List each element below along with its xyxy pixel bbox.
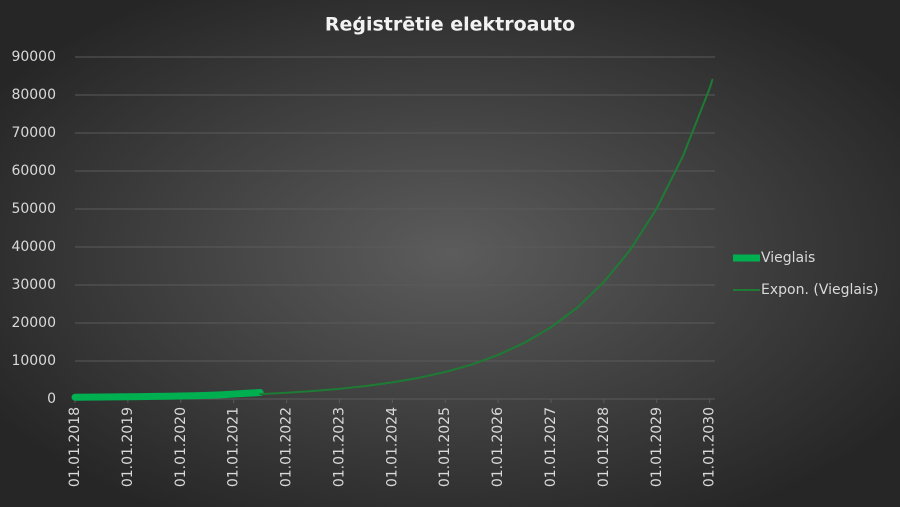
x-tick-label: 01.01.2018: [67, 407, 83, 487]
series-line: [259, 78, 714, 396]
y-tick-label: 10000: [11, 353, 56, 369]
x-tick-label: 01.01.2027: [543, 407, 559, 487]
y-tick-label: 70000: [11, 125, 56, 141]
x-tick-label: 01.01.2019: [120, 407, 136, 487]
x-tick-label: 01.01.2026: [490, 407, 506, 487]
chart-title: Reģistrētie elektroauto: [325, 14, 575, 36]
x-tick-label: 01.01.2021: [226, 407, 242, 487]
y-tick-label: 80000: [11, 87, 56, 103]
legend-label: Expon. (Vieglais): [761, 282, 879, 298]
x-tick-label: 01.01.2023: [331, 407, 347, 487]
y-tick-label: 50000: [11, 201, 56, 217]
x-tick-label: 01.01.2020: [173, 407, 189, 487]
y-tick-label: 20000: [11, 315, 56, 331]
y-tick-label: 30000: [11, 277, 56, 293]
y-tick-label: 40000: [11, 239, 56, 255]
legend-label: Vieglais: [761, 250, 815, 266]
series-line: [71, 389, 264, 401]
y-tick-label: 90000: [11, 49, 56, 65]
y-tick-label: 60000: [11, 163, 56, 179]
x-tick-label: 01.01.2029: [649, 407, 665, 487]
y-tick-label: 0: [47, 391, 56, 407]
x-tick-label: 01.01.2024: [384, 407, 400, 487]
x-tick-label: 01.01.2028: [596, 407, 612, 487]
x-tick-label: 01.01.2022: [279, 407, 295, 487]
x-tick-label: 01.01.2025: [437, 407, 453, 487]
x-tick-label: 01.01.2030: [702, 407, 718, 487]
